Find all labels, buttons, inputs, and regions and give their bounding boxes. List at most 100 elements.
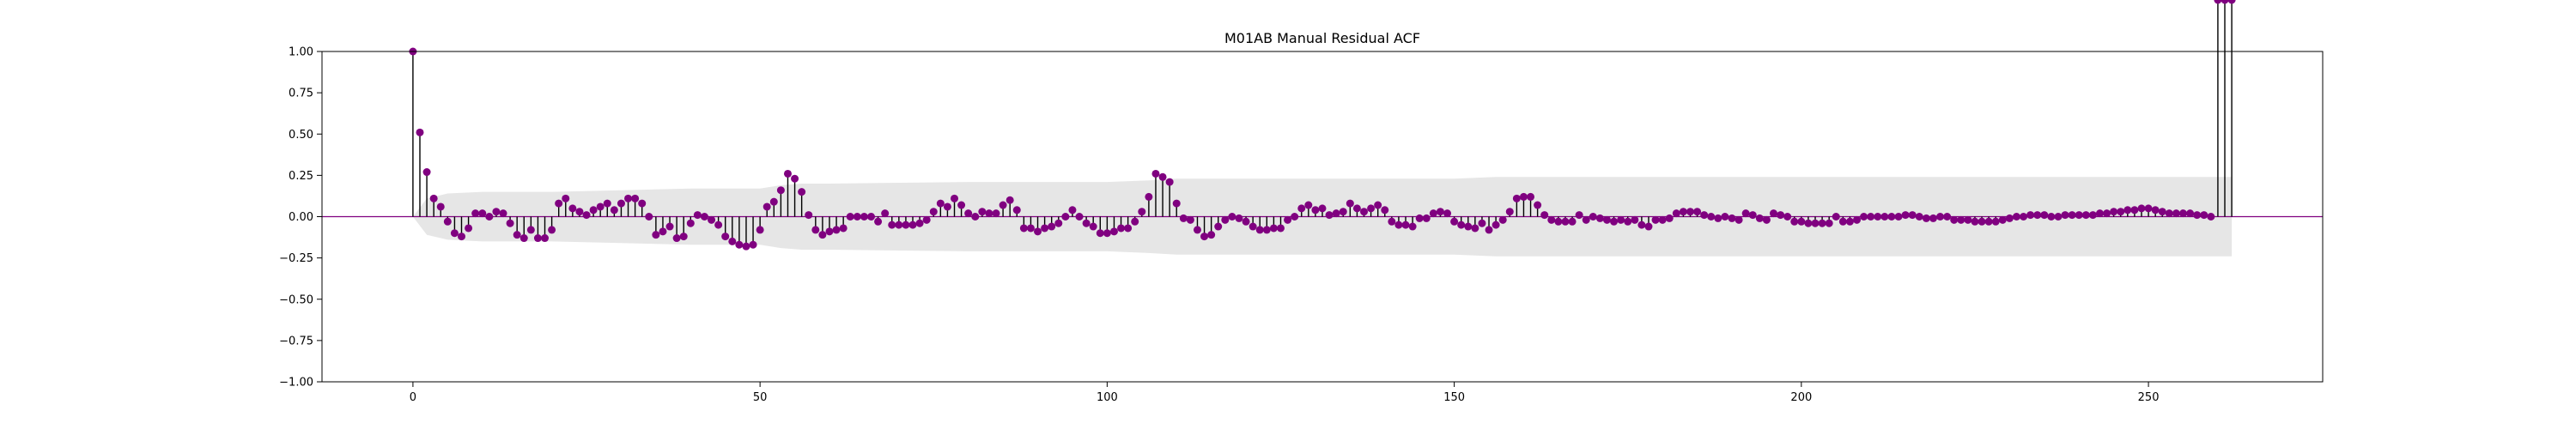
acf-point bbox=[1276, 224, 1285, 233]
acf-point bbox=[1519, 192, 1528, 201]
acf-point bbox=[1874, 213, 1882, 221]
acf-point bbox=[1325, 211, 1334, 220]
acf-point bbox=[1832, 213, 1840, 221]
acf-point bbox=[1464, 222, 1473, 231]
y-tick-label: 0.25 bbox=[289, 170, 313, 183]
acf-point bbox=[1339, 208, 1347, 216]
acf-point bbox=[1318, 204, 1327, 213]
acf-point bbox=[1360, 208, 1369, 216]
acf-point bbox=[1492, 221, 1500, 229]
acf-point bbox=[1186, 215, 1194, 224]
acf-point bbox=[1901, 211, 1910, 220]
acf-point bbox=[936, 199, 945, 208]
acf-point bbox=[2144, 204, 2153, 213]
acf-point bbox=[1637, 221, 1646, 229]
acf-point bbox=[915, 219, 924, 227]
x-tick-label: 100 bbox=[1097, 391, 1118, 404]
acf-point bbox=[1311, 206, 1320, 214]
acf-point bbox=[1825, 219, 1833, 227]
acf-point bbox=[471, 209, 480, 218]
acf-point bbox=[1255, 226, 1264, 234]
y-tick-label: −1.00 bbox=[279, 377, 313, 390]
acf-point bbox=[881, 209, 890, 218]
acf-point bbox=[2061, 211, 2069, 220]
acf-point bbox=[1138, 208, 1146, 216]
acf-point bbox=[679, 233, 688, 241]
acf-point bbox=[416, 128, 424, 136]
stem-layer bbox=[409, 0, 2236, 251]
acf-point bbox=[541, 234, 550, 243]
acf-point bbox=[2110, 208, 2118, 216]
acf-point bbox=[1651, 215, 1660, 224]
acf-point bbox=[492, 208, 501, 216]
acf-point bbox=[1707, 213, 1716, 221]
acf-point bbox=[2200, 211, 2208, 220]
acf-point bbox=[533, 234, 542, 243]
acf-point bbox=[638, 199, 647, 208]
acf-point bbox=[1797, 217, 1806, 226]
acf-point bbox=[2026, 211, 2035, 220]
acf-point bbox=[943, 202, 951, 211]
acf-point bbox=[1352, 204, 1361, 213]
acf-point bbox=[874, 217, 883, 226]
acf-point bbox=[1443, 209, 1452, 218]
acf-point bbox=[1811, 219, 1820, 227]
acf-point bbox=[1221, 215, 1230, 224]
acf-point bbox=[1034, 227, 1042, 236]
acf-point bbox=[2012, 213, 2020, 221]
acf-point bbox=[1242, 217, 1250, 226]
acf-point bbox=[672, 234, 681, 243]
acf-point bbox=[1617, 215, 1625, 224]
acf-point bbox=[1109, 227, 1118, 236]
acf-point bbox=[1575, 211, 1583, 220]
acf-point bbox=[1505, 208, 1514, 216]
acf-point bbox=[2137, 204, 2146, 213]
acf-point bbox=[2088, 211, 2097, 220]
acf-point bbox=[617, 199, 625, 208]
acf-point bbox=[1103, 229, 1111, 238]
y-tick-label: 1.00 bbox=[289, 46, 313, 59]
acf-point bbox=[443, 217, 452, 226]
acf-point bbox=[832, 226, 841, 234]
x-tick-label: 50 bbox=[753, 391, 768, 404]
acf-point bbox=[1908, 211, 1917, 220]
acf-point bbox=[1867, 213, 1875, 221]
acf-point bbox=[1158, 172, 1167, 181]
acf-point bbox=[1602, 215, 1611, 224]
acf-point bbox=[1950, 215, 1959, 224]
acf-point bbox=[888, 221, 896, 229]
acf-point bbox=[1269, 224, 1278, 233]
acf-point bbox=[1172, 199, 1181, 208]
acf-point bbox=[526, 226, 535, 234]
y-tick-label: −0.50 bbox=[279, 293, 313, 306]
acf-point bbox=[1346, 199, 1354, 208]
acf-point bbox=[985, 209, 993, 218]
acf-point bbox=[1693, 208, 1702, 216]
acf-point bbox=[1061, 213, 1070, 221]
acf-point bbox=[902, 221, 910, 229]
acf-point bbox=[2172, 209, 2180, 218]
acf-point bbox=[1089, 222, 1097, 231]
acf-point bbox=[603, 199, 611, 208]
acf-point bbox=[978, 208, 987, 216]
acf-point bbox=[1075, 213, 1084, 221]
acf-point bbox=[1145, 192, 1153, 201]
y-tick-label: −0.25 bbox=[279, 252, 313, 265]
acf-point bbox=[1019, 224, 1028, 233]
acf-point bbox=[1457, 221, 1466, 229]
acf-point bbox=[1422, 214, 1431, 222]
acf-point bbox=[2103, 209, 2111, 218]
acf-point bbox=[1498, 215, 1507, 224]
acf-point bbox=[1770, 209, 1778, 218]
acf-point bbox=[866, 213, 875, 221]
acf-point bbox=[568, 204, 577, 213]
acf-point bbox=[825, 227, 834, 236]
acf-point bbox=[1755, 214, 1764, 222]
x-tick-label: 0 bbox=[410, 391, 416, 404]
acf-point bbox=[555, 199, 563, 208]
acf-point bbox=[1200, 233, 1209, 241]
acf-point bbox=[1894, 213, 1903, 221]
acf-point bbox=[1408, 222, 1417, 231]
acf-point bbox=[1151, 169, 1160, 178]
acf-point bbox=[1485, 226, 1493, 234]
